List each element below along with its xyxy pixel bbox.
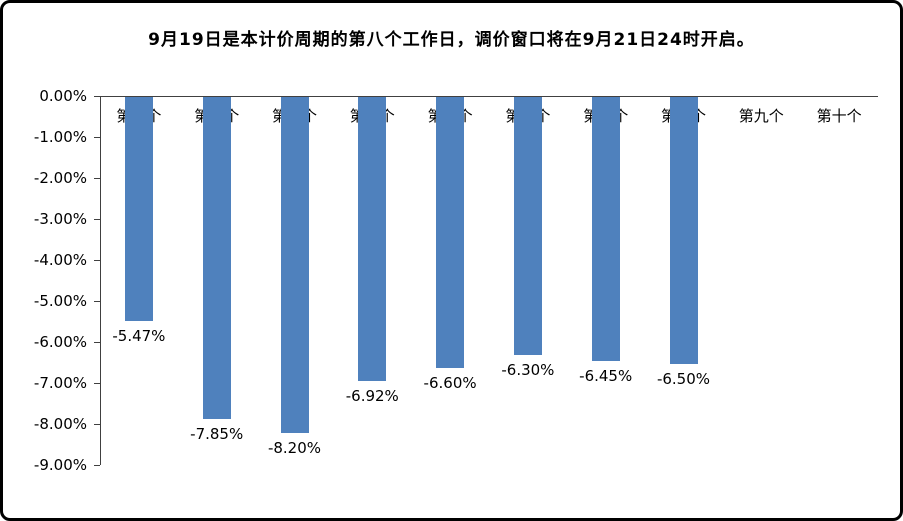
category-label: 第九个: [738, 107, 784, 125]
y-tick-label: -3.00%: [33, 210, 87, 228]
bar: [669, 97, 698, 364]
y-tick-label: -4.00%: [33, 251, 87, 269]
category-label: 第十个: [816, 107, 862, 125]
y-tick-mark: [94, 465, 100, 466]
y-tick-label: -9.00%: [33, 456, 87, 474]
y-tick-label: -8.00%: [33, 415, 87, 433]
y-axis-line: [100, 96, 101, 465]
x-axis-line: [100, 96, 878, 97]
bar: [202, 97, 231, 419]
bar-value-label: -6.30%: [501, 361, 555, 380]
bar-value-label: -5.47%: [112, 327, 166, 346]
bar-value-label: -8.20%: [267, 439, 322, 458]
y-tick-label: -7.00%: [33, 374, 87, 392]
y-tick-label: -2.00%: [33, 169, 87, 187]
bar: [513, 97, 542, 356]
y-tick-mark: [94, 96, 100, 97]
y-tick-label: -5.00%: [33, 292, 87, 310]
bar-value-label: -6.60%: [423, 373, 477, 392]
bar: [591, 97, 620, 362]
y-tick-label: -1.00%: [33, 128, 87, 146]
y-tick-label: 0.00%: [39, 87, 87, 105]
bar: [436, 97, 465, 368]
bar-value-label: -6.92%: [345, 386, 399, 405]
y-tick-mark: [94, 219, 100, 220]
chart-title: 9月19日是本计价周期的第八个工作日，调价窗口将在9月21日24时开启。: [148, 30, 755, 50]
y-tick-mark: [94, 383, 100, 384]
bar: [280, 97, 309, 434]
y-tick-mark: [94, 260, 100, 261]
bar-value-label: -6.45%: [579, 367, 633, 386]
bar: [358, 97, 387, 381]
y-tick-mark: [94, 301, 100, 302]
bar-value-label: -7.85%: [190, 424, 244, 443]
y-tick-mark: [94, 424, 100, 425]
bar-value-label: -6.50%: [656, 369, 711, 388]
y-tick-mark: [94, 342, 100, 343]
bar: [124, 97, 153, 322]
y-tick-mark: [94, 137, 100, 138]
y-tick-mark: [94, 178, 100, 179]
y-tick-label: -6.00%: [33, 333, 87, 351]
